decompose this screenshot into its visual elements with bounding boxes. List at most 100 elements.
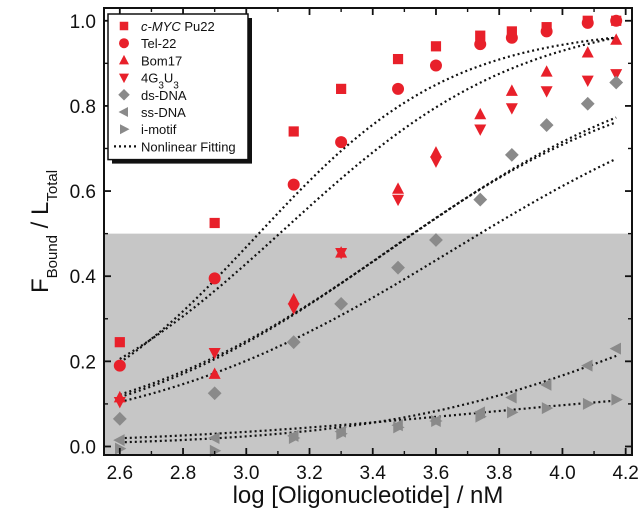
legend-label-part: U: [164, 71, 173, 86]
plot-frame: [103, 7, 633, 456]
data-point-triangle-down-8: [505, 103, 518, 115]
data-point-diamond-10: [580, 96, 595, 111]
data-point-triangle-left-11: [609, 342, 621, 355]
data-point-triangle-down-4: [335, 247, 348, 260]
data-point-circle-8: [505, 31, 518, 44]
data-point-triangle-right-11: [611, 393, 623, 406]
legend-label-part: 3: [158, 80, 164, 91]
data-point-triangle-right-8: [507, 406, 519, 419]
y-title-subscript-total: Total: [44, 170, 61, 202]
data-point-triangle-left-8: [505, 391, 517, 404]
data-point-triangle-left-9: [540, 378, 552, 391]
x-tick-label: 2.6: [107, 463, 133, 484]
x-tick-label: 3.6: [423, 463, 449, 484]
data-point-triangle-right-1: [115, 442, 127, 455]
y-tick-label: 0.2: [70, 352, 96, 373]
legend-label-italic: c-MYC: [141, 19, 181, 34]
data-point-diamond-4: [334, 296, 349, 311]
data-point-triangle-up-9: [540, 65, 553, 77]
data-point-triangle-up-10: [581, 46, 594, 58]
data-point-circle-5: [392, 82, 405, 95]
data-point-triangle-right-10: [582, 397, 595, 410]
data-point-triangle-down-1: [113, 396, 126, 409]
data-point-diamond-5: [391, 260, 405, 275]
x-tick-label: 3.0: [233, 463, 259, 484]
x-tick-label: 3.8: [486, 463, 512, 484]
fit-curve-3: [119, 116, 617, 396]
data-point-square-4: [336, 83, 347, 94]
legend-box: [107, 13, 249, 161]
fit-curve-1: [119, 36, 617, 364]
y-tick-label: 0.0: [70, 437, 96, 458]
fit-curve-5: [119, 157, 617, 404]
shaded-region: [104, 233, 632, 455]
y-title-subscript-bound: Bound: [44, 235, 61, 278]
legend-label: ds-DNA: [141, 88, 187, 103]
data-point-triangle-up-11: [610, 33, 623, 45]
legend-marker-triangle-left: [118, 107, 128, 117]
data-point-triangle-up-6: [429, 146, 442, 158]
data-point-square-1: [114, 337, 125, 348]
data-point-triangle-right-2: [209, 444, 222, 457]
data-point-triangle-down-3: [287, 303, 300, 315]
data-point-triangle-right-6: [431, 414, 443, 427]
legend-label: ss-DNA: [141, 105, 186, 120]
data-point-triangle-down-9: [540, 86, 553, 98]
legend-label: Tel-22: [141, 36, 176, 51]
legend-marker-triangle-down: [119, 73, 129, 84]
data-point-triangle-down-5: [392, 194, 405, 207]
data-point-triangle-left-10: [581, 359, 593, 372]
legend-label: c-MYC Pu22: [141, 19, 215, 34]
data-point-diamond-7: [473, 192, 488, 207]
data-point-triangle-up-2: [208, 367, 221, 379]
legend-marker-circle: [119, 38, 129, 49]
data-point-diamond-9: [539, 118, 554, 132]
data-point-diamond-2: [207, 386, 222, 401]
data-point-square-7: [475, 30, 486, 41]
legend-label: 4G3U3: [141, 71, 179, 92]
data-point-circle-1: [113, 359, 126, 372]
data-point-square-5: [392, 53, 404, 65]
data-point-circle-10: [581, 16, 594, 29]
data-point-triangle-down-6: [429, 156, 442, 168]
data-point-triangle-right-9: [541, 402, 554, 415]
data-point-triangle-down-2: [208, 348, 221, 360]
data-point-triangle-right-4: [336, 427, 348, 440]
data-point-diamond-11: [609, 75, 624, 90]
data-point-circle-4: [335, 136, 348, 149]
x-tick-label: 2.8: [170, 463, 196, 484]
x-tick-label: 4.2: [612, 463, 638, 484]
y-title-main: F: [27, 278, 54, 293]
data-markers: [112, 14, 624, 457]
x-tick-label: 3.2: [296, 463, 322, 484]
data-point-square-3: [288, 126, 299, 137]
legend-label-rest: Pu22: [181, 19, 215, 34]
data-point-triangle-right-5: [393, 421, 405, 434]
data-point-triangle-down-11: [610, 69, 623, 81]
data-point-triangle-up-3: [287, 293, 300, 305]
y-tick-label: 0.8: [70, 97, 96, 118]
data-point-square-8: [506, 26, 517, 37]
legend-label: i-motif: [141, 122, 177, 137]
data-point-diamond-3: [286, 335, 301, 350]
data-point-circle-2: [208, 272, 221, 285]
data-point-circle-7: [474, 38, 487, 51]
data-point-square-2: [209, 217, 220, 229]
legend-marker-diamond: [118, 89, 130, 101]
y-title-mid: / L: [27, 202, 54, 235]
legend-label-part: 3: [173, 80, 179, 91]
data-point-triangle-right-7: [475, 410, 487, 423]
data-point-diamond-6: [429, 233, 443, 247]
data-point-triangle-down-10: [581, 75, 594, 87]
y-tick-label: 0.6: [70, 182, 96, 203]
legend-marker-triangle-up: [119, 54, 129, 65]
y-axis-title: FBound / LTotal: [27, 170, 61, 293]
y-tick-label: 0.4: [70, 267, 97, 288]
data-point-triangle-up-5: [392, 182, 405, 194]
data-point-triangle-down-7: [474, 124, 487, 136]
legend-marker-triangle-right: [120, 124, 130, 135]
legend-label-part: 4G: [141, 71, 158, 86]
legend: c-MYC Pu22Tel-22Bom174G3U3ds-DNAss-DNAi-…: [107, 13, 252, 164]
data-point-circle-6: [429, 59, 442, 72]
